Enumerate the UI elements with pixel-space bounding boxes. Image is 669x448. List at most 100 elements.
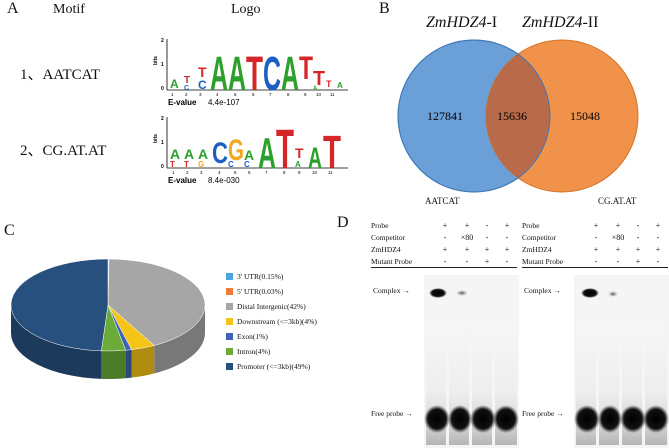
panel-label-b: B	[379, 0, 390, 17]
pie-slice-side	[131, 345, 155, 378]
venn-count-overlap: 15636	[497, 109, 527, 123]
pie-slice-side	[101, 350, 126, 379]
position-label: 7	[265, 170, 268, 175]
pie-slice-side	[154, 305, 205, 374]
logo2-letter: G	[198, 160, 204, 169]
gel1-prot-lane4: +	[504, 244, 510, 254]
motif-header: Motif	[53, 2, 85, 17]
logo2-letter: A	[295, 160, 301, 169]
gel1-title: AATCAT	[425, 196, 460, 206]
position-label: 5	[234, 92, 237, 97]
logo2-letter: T	[295, 145, 304, 161]
logo1-letter: T	[184, 75, 190, 86]
gel2-comp-lane4: -	[656, 232, 660, 242]
position-label: 6	[252, 92, 255, 97]
gel2-comp-lane3: -	[636, 232, 640, 242]
logo2-letter: T	[184, 160, 189, 169]
gel1-prot-lane2: +	[464, 244, 470, 254]
free-probe-label-text: Free probe	[522, 409, 555, 418]
pie-slice-side	[125, 349, 132, 379]
logo2-letter: A	[308, 142, 322, 175]
panel-label-c: C	[4, 222, 15, 239]
row-label-mutant: Mutant Probe	[522, 256, 564, 266]
legend-item: Exon(1%)	[226, 329, 317, 344]
legend-item: Downstream (<=3kb)(4%)	[226, 314, 317, 329]
gel2-prot-lane2: +	[615, 244, 621, 254]
evalue-label-1: E-value	[168, 98, 197, 107]
motif-1-label: 1、AATCAT	[20, 67, 101, 83]
panel-label-a: A	[7, 0, 19, 17]
row-label-protein: ZmHDZ4	[522, 244, 552, 254]
gel1-condition-table: Probe + + - + Competitor - ×80 - - ZmHDZ…	[371, 219, 512, 267]
gel2-free-band	[643, 405, 669, 433]
position-label: 10	[316, 92, 322, 97]
gel2-mut-lane2: -	[616, 256, 620, 266]
gel1-prot-lane3: +	[484, 244, 490, 254]
logo1-letter: A	[228, 48, 246, 101]
logo2-letter: T	[276, 117, 294, 180]
gel2-divider	[522, 267, 668, 268]
venn-set2-title: ZmHDZ4-II	[522, 14, 598, 32]
logo2-letter: A	[244, 147, 254, 163]
gel2-mut-lane4: -	[656, 256, 660, 266]
gel1-mut-lane1: -	[443, 256, 447, 266]
logo2-letter: G	[228, 134, 244, 167]
gel2-comp-lane2: ×80	[611, 232, 625, 242]
venn-count-set1-only: 127841	[427, 109, 463, 123]
position-label: 2	[186, 170, 189, 175]
gel1-free-band	[448, 405, 472, 433]
logo1-letter: C	[198, 78, 207, 92]
logo-header: Logo	[231, 2, 261, 17]
complex-label-text: Complex	[524, 286, 552, 295]
position-label: 8	[283, 170, 286, 175]
gel1-prot-lane1: +	[442, 244, 448, 254]
legend-label: Downstream (<=3kb)(4%)	[237, 317, 317, 326]
legend-swatch	[226, 273, 233, 280]
gel2-image	[574, 275, 669, 448]
row-label-protein: ZmHDZ4	[371, 244, 401, 254]
gel1-mut-lane4: -	[505, 256, 509, 266]
position-label: 11	[328, 170, 333, 175]
axis-tick-2: 2	[161, 38, 164, 44]
pie-slice-side	[11, 305, 102, 379]
gel1-free-band	[424, 405, 450, 433]
gel1-probe-lane2: +	[464, 220, 470, 230]
gel2-complex-band-faint	[608, 291, 618, 297]
pie-slice-6	[10, 258, 109, 352]
logo1-letter: A	[210, 48, 228, 101]
gel2-prot-lane4: +	[655, 244, 661, 254]
logo2-letter: C	[244, 160, 250, 169]
legend-swatch	[226, 303, 233, 310]
pie-chart	[10, 258, 206, 379]
position-label: 5	[234, 170, 237, 175]
gel1-probe-lane1: +	[442, 220, 448, 230]
logo1-letter: C	[184, 85, 189, 92]
gel2-mut-lane1: -	[594, 256, 598, 266]
gel2-free-band	[574, 405, 600, 433]
legend-swatch	[226, 363, 233, 370]
logo1-letter: C	[263, 48, 281, 101]
position-label: 3	[200, 170, 203, 175]
legend-label: 5' UTR(0.03%)	[237, 287, 284, 296]
legend-label: Exon(1%)	[237, 332, 268, 341]
logo2-letter: A	[258, 129, 276, 178]
gel2-probe-lane2: +	[615, 220, 621, 230]
legend-item: Promoter (<=3kb)(49%)	[226, 359, 317, 374]
axis-tick-0: 0	[161, 86, 164, 92]
legend-item: 3' UTR(0.15%)	[226, 269, 317, 284]
gel2-free-band	[620, 405, 646, 433]
gel2-probe-lane3: -	[636, 220, 640, 230]
axis-label-1: bits	[153, 56, 159, 65]
logo1-letter: T	[246, 48, 263, 101]
set1-suffix: -I	[486, 14, 498, 31]
gel2-title: CG.AT.AT	[598, 196, 637, 206]
gel2-free-probe-label: Free probe →	[522, 409, 564, 418]
logo2-letter: T	[170, 160, 175, 169]
legend-swatch	[226, 333, 233, 340]
row-label-mutant: Mutant Probe	[371, 256, 413, 266]
gel2-complex-label: Complex →	[524, 286, 561, 295]
venn-overlap	[486, 40, 550, 192]
gel2-free-band	[598, 405, 622, 433]
position-label: 1	[171, 92, 174, 97]
legend-swatch	[226, 318, 233, 325]
